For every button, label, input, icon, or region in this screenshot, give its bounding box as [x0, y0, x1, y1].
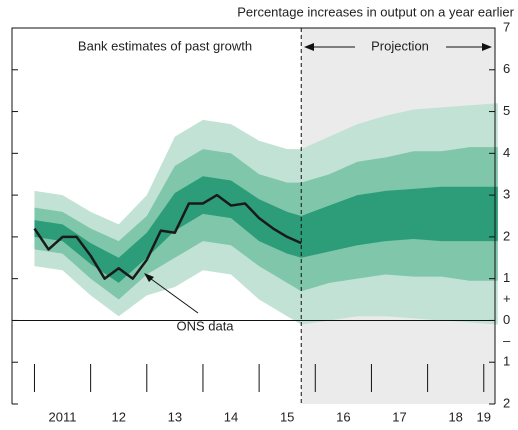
y-tick-label: 1 — [503, 354, 510, 369]
x-tick-label: 14 — [224, 409, 238, 424]
series-label: ONS data — [176, 318, 234, 333]
y-tick-label: 4 — [503, 145, 510, 160]
y-tick-label: 7 — [503, 19, 510, 34]
y-tick-label: 2 — [503, 395, 510, 410]
chart-title: Percentage increases in output on a year… — [237, 4, 514, 19]
x-tick-label: 15 — [280, 409, 294, 424]
annotation: Projection — [371, 38, 429, 53]
plot-frame — [11, 27, 496, 404]
y-sign-label: – — [503, 333, 511, 348]
y-tick-label: 6 — [503, 61, 510, 76]
pointer-line — [146, 275, 199, 314]
y-tick-label: 5 — [503, 103, 510, 118]
x-tick-label: 2011 — [49, 409, 77, 424]
y-tick-label: 2 — [503, 228, 510, 243]
y-tick-label: 0 — [503, 312, 510, 327]
annotation: Bank estimates of past growth — [78, 38, 252, 53]
x-tick-label: 12 — [111, 409, 125, 424]
x-tick-label: 13 — [168, 409, 182, 424]
x-tick-label: 16 — [336, 409, 350, 424]
x-tick-label: 19 — [477, 409, 491, 424]
arrow-head — [482, 43, 492, 51]
arrow-head — [144, 273, 154, 282]
x-tick-label: 18 — [448, 409, 462, 424]
fan-band — [34, 176, 498, 283]
y-tick-label: 3 — [503, 187, 510, 202]
ons-line — [33, 193, 302, 280]
y-tick-label: 1 — [503, 270, 510, 285]
y-sign-label: + — [503, 291, 511, 306]
arrow-head — [304, 43, 314, 51]
x-tick-label: 17 — [392, 409, 406, 424]
